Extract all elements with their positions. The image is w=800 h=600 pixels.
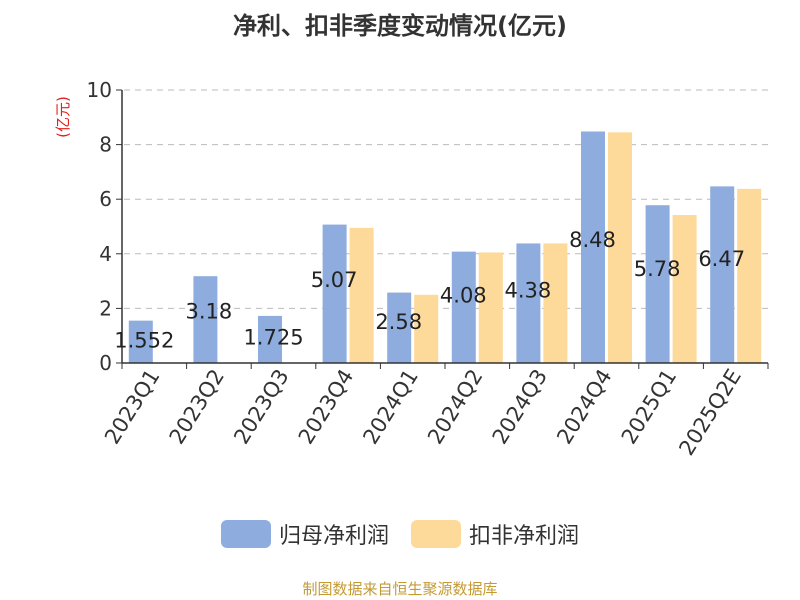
legend-item: 扣非净利润 — [411, 518, 579, 550]
chart-title: 净利、扣非季度变动情况(亿元) — [233, 12, 567, 40]
bar-guimu-2024Q1 — [387, 292, 412, 363]
x-tick-label: 2024Q3 — [488, 365, 553, 448]
legend-swatch — [220, 520, 271, 548]
data-label: 4.38 — [505, 278, 552, 302]
bar-guimu-2024Q3 — [516, 243, 541, 363]
gridlines — [124, 89, 768, 309]
bar-koufei-2024Q1 — [414, 294, 439, 363]
y-tick-label: 6 — [99, 187, 112, 211]
legend-label: 归母净利润 — [278, 524, 389, 549]
data-label: 5.78 — [634, 257, 681, 281]
bar-koufei-2024Q2 — [478, 252, 503, 363]
y-tick-label: 2 — [99, 296, 112, 320]
y-tick-label: 0 — [99, 351, 112, 375]
data-label: 6.47 — [698, 247, 745, 271]
bar-guimu-2023Q1 — [128, 320, 153, 363]
bar-koufei-2024Q3 — [543, 243, 568, 363]
x-tick-label: 2025Q2E — [674, 365, 746, 460]
bar-guimu-2024Q2 — [451, 251, 476, 363]
y-tick-label: 4 — [99, 242, 112, 266]
x-tick-label: 2023Q2 — [165, 365, 230, 448]
bar-koufei-2023Q4 — [349, 227, 374, 363]
bar-guimu-2025Q2E — [710, 186, 735, 363]
x-tick-label: 2024Q2 — [423, 365, 488, 448]
x-tick-label: 2023Q3 — [229, 365, 294, 448]
bar-guimu-2023Q4 — [322, 224, 347, 363]
data-label: 2.58 — [375, 310, 422, 334]
y-axis-title: (亿元) — [54, 96, 72, 138]
bars — [128, 131, 762, 363]
data-label: 1.552 — [114, 328, 174, 352]
x-tick-label: 2023Q1 — [100, 365, 165, 448]
legend-label: 扣非净利润 — [469, 524, 580, 549]
legend-item: 归母净利润 — [220, 518, 389, 550]
x-tick-label: 2025Q1 — [617, 365, 682, 448]
bar-koufei-2025Q2E — [737, 188, 762, 363]
legend: 归母净利润 扣非净利润 — [0, 518, 800, 550]
bar-guimu-2024Q4 — [581, 131, 605, 363]
x-tick-label: 2023Q4 — [294, 365, 359, 448]
y-tick-label: 8 — [99, 133, 112, 157]
x-tick-label: 2024Q1 — [358, 365, 423, 448]
source-note: 制图数据来自恒生聚源数据库 — [302, 580, 498, 598]
data-label: 4.08 — [440, 284, 487, 308]
bar-guimu-2025Q1 — [645, 205, 670, 363]
y-tick-label: 10 — [87, 78, 112, 102]
data-label: 8.48 — [569, 228, 616, 252]
data-label: 3.18 — [186, 300, 233, 324]
data-labels: 1.552 3.18 1.725 5.07 2.58 4.08 4.38 8.48 5.78 6.… — [114, 228, 745, 352]
bar-koufei-2025Q1 — [672, 215, 697, 363]
x-tick-label: 2024Q4 — [552, 365, 617, 448]
bar-guimu-2023Q2 — [193, 276, 218, 363]
legend-swatch — [411, 520, 461, 548]
bar-koufei-2024Q4 — [608, 132, 632, 363]
data-label: 1.725 — [243, 325, 303, 349]
bar-guimu-2023Q3 — [258, 315, 282, 363]
data-label: 5.07 — [311, 268, 358, 292]
